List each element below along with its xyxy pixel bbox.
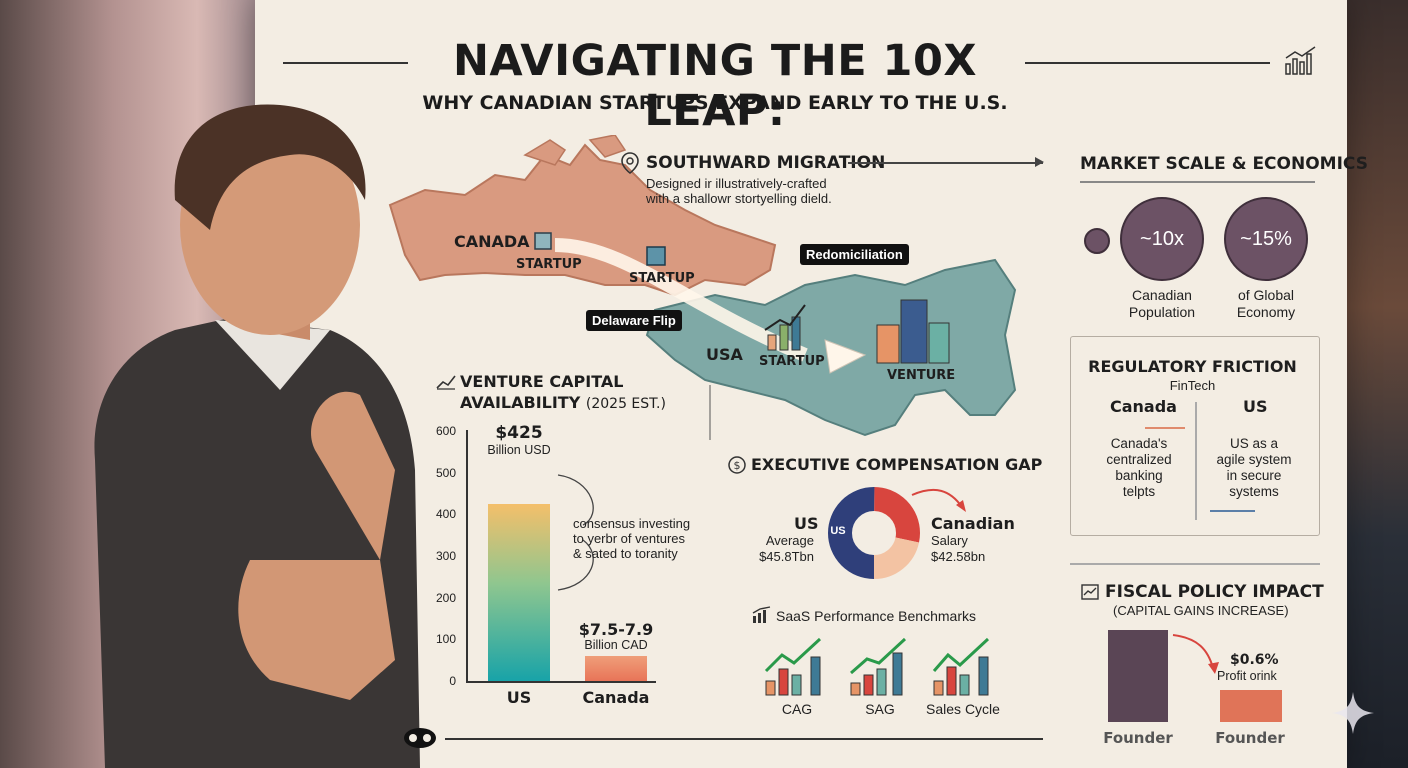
thinking-man-illustration (94, 104, 421, 768)
comp-canada-line1: Salary (931, 533, 968, 548)
stat1-label-line1: Canadian (1132, 287, 1192, 303)
fiscal-value: $0.6% (1230, 652, 1279, 668)
vc-y-tick: 100 (435, 632, 456, 647)
comp-donut-chart (828, 487, 920, 579)
vc-y-tick: 200 (435, 590, 456, 605)
vc-bar-us (488, 503, 550, 681)
stat-circle-15pct: ~15% (1224, 197, 1308, 281)
stat1-label-line2: Population (1128, 304, 1196, 320)
sparkle-icon (1332, 692, 1374, 734)
title-rule-left (283, 62, 408, 64)
fiscal-bar-founder-2 (1220, 690, 1282, 722)
stat2-label-line2: Economy (1236, 304, 1296, 320)
map-heading: SOUTHWARD MIGRATION (646, 153, 886, 173)
saas-chart-sales-cycle (932, 637, 990, 696)
vc-bar-us-value: $425 (495, 423, 543, 443)
saas-chart-cag (764, 637, 822, 696)
regulatory-box (1070, 336, 1320, 536)
regulatory-us-title: US (1243, 397, 1268, 416)
regulatory-heading: REGULATORY FRICTION (1088, 357, 1297, 376)
vc-y-tick: 300 (435, 549, 456, 563)
regulatory-subheading: FinTech (1169, 378, 1216, 393)
startup-label: STARTUP (629, 271, 695, 286)
saas-heading: SaaS Performance Benchmarks (776, 608, 976, 624)
usa-label: USA (706, 345, 743, 364)
vc-note-brace (557, 474, 594, 591)
stat2-label-line1: of Global (1237, 287, 1295, 303)
startup-cube-icon (534, 232, 552, 250)
market-heading: MARKET SCALE & ECONOMICS (1080, 154, 1368, 174)
startup-label: STARTUP (516, 257, 582, 272)
fiscal-value-note: Profit orink (1217, 669, 1277, 683)
canada-label: CANADA (454, 232, 530, 251)
comp-donut-label: US (830, 525, 846, 537)
vc-heading-line2: AVAILABILITY (2025 EST.) (460, 393, 666, 412)
trend-line-icon (436, 375, 456, 390)
comp-canada-line2: $42.58bn (931, 549, 986, 564)
curved-arrow-icon (1172, 634, 1219, 674)
logo-icon (404, 728, 436, 748)
startup-label: STARTUP (759, 354, 825, 369)
regulatory-us-text: US as a agile system in secure systems (1216, 436, 1292, 499)
vc-y-tick: 0 (449, 674, 456, 688)
footer-rule (445, 738, 1043, 740)
vc-heading-line1: VENTURE CAPITAL (460, 372, 624, 391)
vc-category-us: US (506, 688, 532, 707)
regulatory-canada-title: Canada (1110, 397, 1177, 416)
fiscal-heading: FISCAL POLICY IMPACT (1105, 582, 1324, 602)
location-pin-icon (621, 152, 639, 175)
vc-baseline (466, 681, 656, 683)
comp-us-line1: Average (765, 533, 814, 548)
startup-cube-icon (646, 246, 666, 266)
venture-label: VENTURE (887, 368, 956, 383)
vc-category-canada: Canada (582, 688, 650, 707)
vc-bar-canada-unit: Billion CAD (584, 638, 648, 652)
saas-item-sales-cycle: Sales Cycle (926, 701, 1000, 717)
map-desc-line2: with a shallowr stortyelling dield. (646, 191, 832, 206)
vc-bar-canada (585, 656, 647, 681)
comp-us-line2: $45.8Tbn (759, 549, 814, 564)
market-dot (1084, 228, 1110, 254)
delaware-flip-tag: Delaware Flip (586, 310, 682, 331)
fiscal-bar-founder-1 (1108, 630, 1168, 722)
document-chart-icon (1081, 584, 1099, 600)
fiscal-bar1-label: Founder (1103, 729, 1173, 747)
stat-circle-10x: ~10x (1120, 197, 1204, 281)
saas-item-cag: CAG (781, 701, 813, 717)
saas-chart-sag (850, 637, 907, 696)
north-america-map (388, 135, 1017, 440)
fiscal-subheading: (CAPITAL GAINS INCREASE) (1113, 603, 1289, 618)
comp-us-title: US (794, 514, 819, 533)
bar-chart-icon (752, 606, 771, 623)
comp-heading: EXECUTIVE COMPENSATION GAP (751, 455, 1043, 474)
comp-canada-title: Canadian (931, 514, 1015, 533)
vc-axis-line (466, 430, 468, 681)
growth-chart-icon (1285, 46, 1316, 75)
map-desc-line1: Designed ir illustratively-crafted (646, 176, 827, 191)
canada-shape (388, 143, 777, 297)
page-title: NAVIGATING THE 10X LEAP: (452, 36, 978, 136)
saas-item-sag: SAG (865, 701, 895, 717)
vc-note: consensus investing to yerbr of ventures &… (573, 516, 691, 561)
dollar-coin-icon: $ (728, 456, 746, 474)
vc-y-tick: 400 (435, 507, 456, 522)
vc-y-tick: 500 (435, 465, 456, 480)
map-arrow (848, 162, 1043, 164)
left-arrow-icon (1210, 510, 1255, 512)
window-background-right (1345, 0, 1408, 768)
fiscal-bar2-label: Founder (1215, 729, 1285, 747)
right-arrow-icon (1145, 427, 1185, 429)
regulatory-canada-text: Canada's centralized banking telpts (1106, 436, 1172, 499)
curved-arrow-icon (911, 488, 966, 512)
vc-bar-canada-value: $7.5-7.9 (578, 620, 654, 639)
arctic-islands (523, 135, 627, 166)
saas-mini-charts (764, 637, 990, 696)
redomiciliation-tag: Redomiciliation (800, 244, 909, 265)
page-subtitle: WHY CANADIAN STARTUPS EXPAND EARLY TO TH… (422, 92, 1008, 114)
vc-y-tick: 600 (435, 424, 456, 438)
svg-text:$: $ (734, 459, 741, 472)
vc-bar-us-unit: Billion USD (487, 443, 551, 457)
title-rule-right (1025, 62, 1270, 64)
